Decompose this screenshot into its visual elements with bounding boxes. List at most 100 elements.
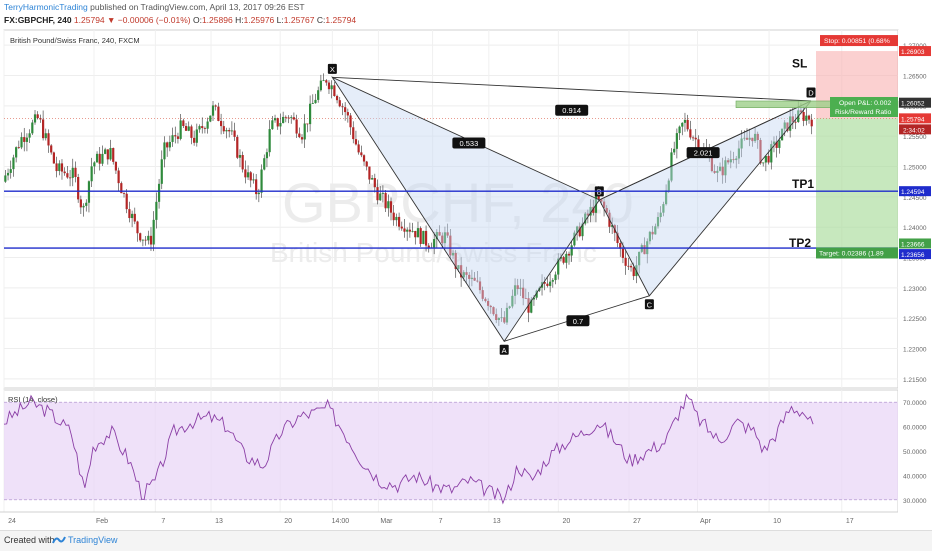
candle-body	[651, 231, 654, 235]
price-tag-label-tp2: 1.23656	[901, 252, 925, 259]
candle-body	[786, 122, 789, 131]
candle-body	[629, 265, 633, 268]
candle-body	[716, 170, 719, 173]
candle-body	[160, 159, 163, 184]
candle-body	[136, 221, 139, 234]
price-chart[interactable]: 1.270001.265001.260001.255001.250001.245…	[0, 0, 932, 530]
candle-body	[408, 229, 411, 232]
candle-body	[311, 103, 314, 104]
candle-body	[31, 122, 34, 134]
candle-body	[155, 201, 158, 220]
candle-body	[400, 226, 403, 229]
author-link[interactable]: TerryHarmonicTrading	[4, 2, 88, 12]
candle-body	[389, 201, 393, 213]
candle-body	[780, 128, 784, 141]
candle-body	[759, 139, 762, 164]
price-tag-label-tp1: 1.24594	[901, 189, 925, 196]
price-tag-stop	[899, 46, 931, 57]
candle-body	[141, 239, 144, 241]
point-box-d	[806, 87, 816, 98]
candle-body	[422, 230, 425, 244]
candle-body	[419, 228, 422, 244]
candle-body	[511, 295, 514, 307]
candle-body	[794, 121, 797, 123]
candle-body	[379, 193, 382, 201]
open-label: O:	[192, 15, 202, 25]
candle-body	[147, 235, 150, 241]
y-tick-label: 1.21500	[903, 377, 927, 384]
price-tag-tp1	[899, 186, 931, 197]
candle-body	[122, 193, 126, 194]
symbol-label[interactable]: FX:GBPCHF, 240	[4, 15, 72, 25]
candle-body	[627, 265, 630, 267]
candle-body	[508, 306, 511, 308]
candle-body	[748, 137, 751, 140]
candle-body	[732, 159, 735, 161]
candle-body	[6, 172, 10, 176]
candle-body	[578, 226, 581, 237]
x-tick-label: 13	[215, 518, 223, 525]
candle-body	[109, 148, 112, 160]
candle-body	[335, 96, 339, 101]
candle-body	[120, 183, 123, 194]
candle-body	[271, 120, 274, 130]
candle-body	[319, 80, 322, 91]
candle-body	[519, 287, 522, 290]
rsi-tick-label: 70.0000	[903, 400, 927, 407]
candle-body	[95, 153, 99, 163]
ratio-label: 0.914	[562, 106, 581, 115]
candle-body	[106, 149, 109, 160]
candle-body	[209, 115, 212, 122]
x-tick-label: 7	[439, 518, 443, 525]
candle-body	[66, 173, 69, 178]
candle-body	[581, 223, 584, 237]
close-value: 1.25794	[325, 15, 357, 25]
y-tick-label: 1.26500	[903, 74, 927, 81]
candle-body	[449, 235, 452, 256]
candle-body	[767, 155, 770, 163]
candle-body	[241, 155, 244, 170]
candle-body	[362, 155, 366, 162]
candle-body	[470, 277, 474, 279]
footer-brand[interactable]: TradingView	[68, 535, 118, 545]
candle-body	[4, 175, 7, 182]
candle-body	[686, 119, 689, 130]
candle-body	[416, 228, 420, 238]
candle-body	[522, 287, 525, 299]
tp1-label: TP1	[792, 177, 814, 191]
candle-body	[691, 137, 695, 139]
target-label: Target: 0.02386 (1.89	[819, 250, 884, 257]
candle-body	[279, 122, 282, 127]
low-label: L:	[276, 15, 284, 25]
candle-body	[718, 166, 722, 171]
x-tick-label: 13	[493, 518, 501, 525]
rsi-tick-label: 50.0000	[903, 449, 927, 456]
candle-body	[252, 179, 255, 181]
candle-body	[273, 118, 277, 121]
candle-body	[346, 112, 349, 116]
candle-body	[17, 147, 20, 148]
tp2-label: TP2	[789, 236, 811, 250]
candle-body	[149, 235, 153, 245]
candle-body	[268, 129, 271, 153]
candle-body	[414, 230, 417, 238]
tradingview-logo-icon	[52, 536, 66, 544]
candle-body	[28, 133, 31, 138]
candle-body	[225, 129, 228, 132]
ratio-box	[555, 104, 589, 116]
candle-body	[481, 290, 484, 299]
rsi-tick-label: 60.0000	[903, 425, 927, 432]
candle-body	[411, 230, 414, 232]
candle-body	[371, 178, 374, 180]
candle-body	[230, 130, 233, 132]
candle-body	[125, 193, 128, 210]
main-pane	[3, 29, 899, 389]
candle-body	[462, 272, 465, 278]
candle-body	[570, 245, 573, 256]
candle-body	[524, 298, 527, 299]
time-axis	[0, 512, 932, 530]
candle-body	[190, 126, 193, 138]
point-label-a: A	[502, 346, 507, 355]
candle-body	[789, 116, 792, 131]
candle-body	[778, 140, 781, 148]
